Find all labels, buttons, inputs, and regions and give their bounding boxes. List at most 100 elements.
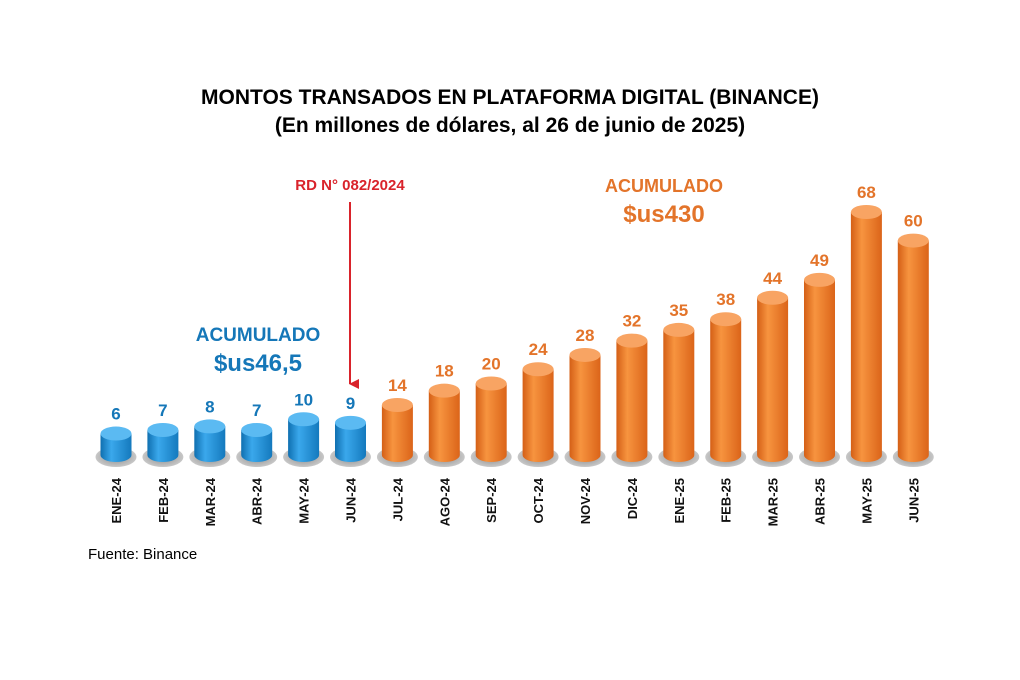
data-label: 35 — [669, 301, 688, 320]
x-tick-label: AGO-24 — [437, 477, 452, 526]
x-tick-label: OCT-24 — [531, 477, 546, 523]
blue-total-label: ACUMULADO — [196, 325, 321, 346]
bar-cap — [288, 412, 320, 427]
bar-cap — [616, 333, 648, 348]
blue-total-value: $us46,5 — [214, 350, 302, 377]
bar-body — [897, 240, 929, 462]
bar-cap — [475, 376, 507, 391]
bar-cap — [241, 422, 273, 437]
data-label: 49 — [810, 251, 829, 270]
data-label: 32 — [622, 312, 641, 331]
data-label: 7 — [252, 401, 261, 420]
x-tick-label: MAY-25 — [859, 478, 874, 524]
data-label: 24 — [529, 340, 548, 359]
bar-ago-24: 18 — [423, 362, 465, 467]
bar-body — [147, 429, 179, 462]
bar-cap — [522, 362, 554, 377]
bar-nov-24: 28 — [564, 326, 606, 467]
bar-mar-25: 44 — [752, 269, 794, 467]
bar-oct-24: 24 — [517, 340, 559, 467]
bar-body — [616, 340, 648, 462]
bar-cap — [194, 419, 226, 434]
data-label: 10 — [294, 390, 313, 409]
x-tick-label: JUN-25 — [906, 478, 921, 523]
bar-body — [428, 390, 460, 462]
bar-dic-24: 32 — [611, 312, 653, 467]
bar-body — [804, 279, 835, 462]
bar-body — [475, 383, 507, 462]
bar-feb-24: 7 — [142, 401, 184, 467]
data-label: 28 — [576, 326, 595, 345]
bar-ene-24: 6 — [95, 405, 137, 467]
x-tick-label: MAR-24 — [203, 477, 218, 526]
x-tick-label: SEP-24 — [484, 477, 499, 523]
x-tick-label: JUL-24 — [390, 477, 405, 521]
x-tick-label: ABR-25 — [813, 478, 828, 525]
data-label: 38 — [716, 290, 735, 309]
bar-cap — [757, 290, 789, 305]
bar-body — [100, 433, 132, 462]
bar-cap — [710, 312, 742, 327]
bar-body — [569, 354, 601, 462]
bar-body — [241, 429, 273, 462]
bar-body — [335, 422, 366, 462]
x-tick-label: FEB-24 — [156, 477, 171, 523]
bar-body — [663, 329, 695, 462]
data-label: 18 — [435, 362, 454, 381]
bar-may-24: 10 — [283, 390, 325, 467]
x-tick-label: MAR-25 — [766, 478, 781, 526]
data-label: 9 — [346, 394, 355, 413]
bar-feb-25: 38 — [705, 290, 747, 467]
x-tick-label: ENE-25 — [672, 478, 687, 524]
x-tick-label: FEB-25 — [719, 478, 734, 523]
marker-label: RD N° 082/2024 — [295, 177, 405, 194]
x-tick-labels: ENE-24 FEB-24 MAR-24 ABR-24 MAY-24 JUN-24 JUL-… — [109, 477, 921, 526]
bar-body — [194, 426, 226, 462]
bar-cap — [100, 426, 132, 441]
data-label: 6 — [111, 405, 120, 424]
bar-mar-24: 8 — [189, 397, 231, 467]
x-tick-label: NOV-24 — [578, 477, 593, 524]
bar-may-25: 68 — [845, 183, 887, 467]
x-tick-label: MAY-24 — [297, 477, 312, 524]
bar-cap — [897, 233, 929, 248]
x-tick-label: JUN-24 — [344, 477, 359, 523]
bar-body — [850, 212, 882, 462]
bar-cap — [428, 383, 460, 398]
bar-jun-25: 60 — [892, 212, 934, 467]
bar-ene-25: 35 — [658, 301, 700, 467]
data-label: 44 — [763, 269, 782, 288]
bar-cap — [804, 272, 835, 287]
x-tick-label: DIC-24 — [625, 477, 640, 519]
bar-cap — [663, 322, 695, 337]
bar-cap — [850, 205, 882, 219]
bar-cap — [335, 415, 366, 430]
chart-title: MONTOS TRANSADOS EN PLATAFORMA DIGITAL (… — [201, 86, 819, 109]
bar-body — [522, 369, 554, 462]
x-tick-label: ABR-24 — [250, 477, 265, 525]
bars-layer: 6 7 8 7 10 9 14 18 20 24 28 32 35 38 44 49 68 60 — [95, 183, 934, 467]
orange-total-value: $us430 — [623, 201, 704, 228]
bar-abr-24: 7 — [236, 401, 278, 467]
x-tick-label: ENE-24 — [109, 477, 124, 523]
bar-jul-24: 14 — [376, 376, 418, 467]
data-label: 68 — [857, 183, 876, 202]
data-label: 20 — [482, 355, 501, 374]
bar-jun-24: 9 — [330, 394, 371, 467]
bar-cap — [147, 422, 179, 437]
bar-cap — [569, 347, 601, 362]
bar-body — [381, 404, 413, 462]
bar-cap — [381, 397, 413, 412]
bar-body — [288, 419, 320, 462]
orange-total-label: ACUMULADO — [605, 176, 723, 196]
bar-abr-25: 49 — [799, 251, 840, 467]
bar-body — [757, 297, 789, 462]
bar-sep-24: 20 — [470, 355, 512, 467]
data-label: 7 — [158, 401, 167, 420]
bar-body — [710, 319, 742, 462]
source-note: Fuente: Binance — [88, 546, 198, 563]
data-label: 14 — [388, 376, 407, 395]
data-label: 60 — [904, 212, 923, 231]
chart-subtitle: (En millones de dólares, al 26 de junio … — [274, 114, 746, 137]
